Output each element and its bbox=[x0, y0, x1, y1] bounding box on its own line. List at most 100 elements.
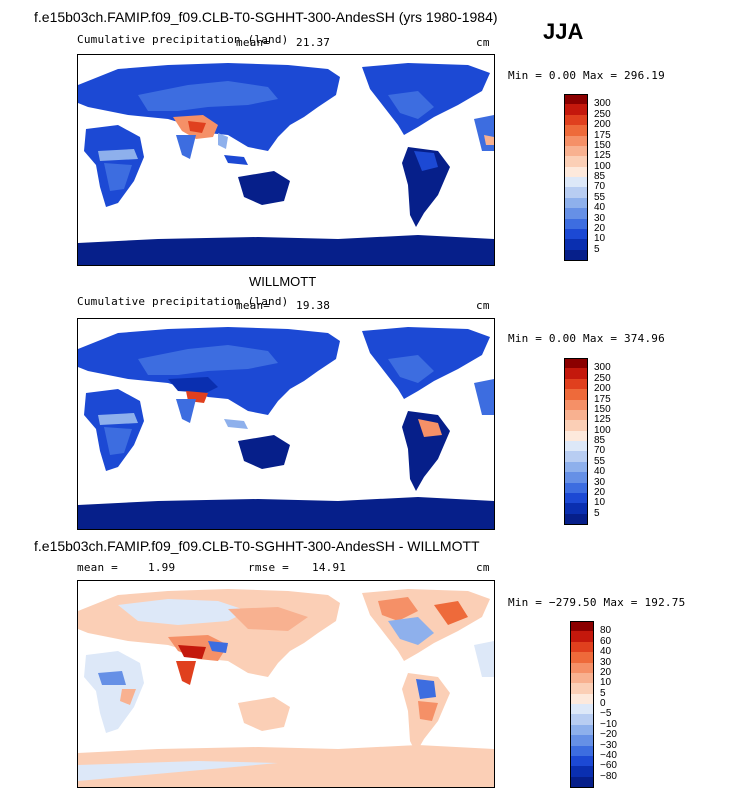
colorbar-swatch bbox=[564, 513, 588, 525]
panel1-colorbar-ticks: 300 250 200 175 150 125 100 85 70 55 40 30 20 10 5 bbox=[594, 94, 634, 260]
colorbar-tick-label: 60 bbox=[600, 635, 612, 647]
panel1-map-svg bbox=[78, 55, 494, 265]
panel1-mean-label: mean= bbox=[236, 36, 271, 49]
colorbar-tick-label: 30 bbox=[594, 476, 606, 488]
panel2-mean-label: mean= bbox=[236, 299, 271, 312]
panel2-label: Cumulative precipitation (land) bbox=[77, 295, 289, 308]
colorbar-swatch bbox=[564, 409, 588, 421]
colorbar-tick-label: 150 bbox=[594, 403, 611, 415]
colorbar-swatch bbox=[564, 389, 588, 400]
colorbar-swatch bbox=[564, 197, 588, 209]
colorbar-swatch bbox=[564, 228, 588, 240]
colorbar-swatch bbox=[570, 704, 594, 715]
colorbar-swatch bbox=[564, 492, 588, 504]
panel1-label: Cumulative precipitation (land) bbox=[77, 33, 289, 46]
colorbar-tick-label: −30 bbox=[600, 739, 617, 751]
panel1-minmax: Min = 0.00 Max = 296.19 bbox=[508, 69, 665, 82]
colorbar-tick-label: 0 bbox=[600, 698, 606, 709]
colorbar-tick-label: −10 bbox=[600, 718, 617, 730]
panel1-map bbox=[77, 54, 495, 266]
panel1-mean-value: 21.37 bbox=[296, 36, 331, 49]
colorbar-swatch bbox=[564, 430, 588, 442]
panel2-colorbar bbox=[564, 358, 588, 525]
colorbar-tick-label: 100 bbox=[594, 424, 611, 436]
figure-title: f.e15b03ch.FAMIP.f09_f09.CLB-T0-SGHHT-30… bbox=[34, 9, 498, 25]
colorbar-swatch bbox=[570, 662, 594, 674]
colorbar-swatch bbox=[564, 135, 588, 147]
colorbar-swatch bbox=[564, 187, 588, 199]
colorbar-swatch bbox=[570, 745, 594, 757]
colorbar-tick-label: 250 bbox=[594, 108, 611, 120]
colorbar-swatch bbox=[570, 683, 594, 695]
panel3-minmax: Min = −279.50 Max = 192.75 bbox=[508, 596, 686, 609]
panel3-mean-label: mean = bbox=[77, 561, 118, 574]
colorbar-swatch bbox=[564, 94, 588, 105]
season-label: JJA bbox=[543, 19, 584, 44]
colorbar-swatch bbox=[564, 208, 588, 219]
colorbar-swatch bbox=[564, 114, 588, 126]
colorbar-tick-label: 70 bbox=[594, 181, 606, 193]
colorbar-swatch bbox=[570, 724, 594, 736]
panel1-unit: cm bbox=[476, 36, 490, 49]
colorbar-tick-label: 20 bbox=[600, 666, 612, 678]
panel1-eurasia bbox=[78, 63, 340, 151]
colorbar-tick-label: 175 bbox=[594, 129, 611, 141]
colorbar-tick-label: −40 bbox=[600, 749, 617, 761]
colorbar-swatch bbox=[564, 156, 588, 168]
colorbar-tick-label: 30 bbox=[600, 656, 612, 668]
colorbar-swatch bbox=[570, 631, 594, 643]
colorbar-tick-label: −20 bbox=[600, 729, 617, 741]
colorbar-swatch bbox=[564, 249, 588, 261]
colorbar-tick-label: 40 bbox=[594, 466, 606, 478]
colorbar-swatch bbox=[570, 621, 594, 632]
colorbar-swatch bbox=[570, 776, 594, 788]
colorbar-tick-label: 85 bbox=[594, 171, 606, 182]
panel2-eurasia bbox=[78, 327, 340, 415]
colorbar-tick-label: 200 bbox=[594, 119, 611, 131]
colorbar-swatch bbox=[570, 766, 594, 778]
colorbar-tick-label: 125 bbox=[594, 150, 611, 162]
colorbar-swatch bbox=[564, 399, 588, 411]
colorbar-tick-label: 55 bbox=[594, 191, 606, 203]
panel2-unit: cm bbox=[476, 299, 490, 312]
colorbar-tick-label: 150 bbox=[594, 139, 611, 151]
colorbar-tick-label: 20 bbox=[594, 222, 606, 234]
colorbar-tick-label: 125 bbox=[594, 414, 611, 426]
colorbar-tick-label: 10 bbox=[594, 497, 606, 509]
colorbar-tick-label: 250 bbox=[594, 372, 611, 384]
colorbar-tick-label: 100 bbox=[594, 160, 611, 172]
panel3-colorbar bbox=[570, 621, 594, 788]
colorbar-swatch bbox=[564, 104, 588, 116]
colorbar-tick-label: 55 bbox=[594, 455, 606, 467]
panel3-map-svg bbox=[78, 581, 494, 787]
colorbar-tick-label: 300 bbox=[594, 98, 611, 110]
colorbar-tick-label: −60 bbox=[600, 760, 617, 772]
colorbar-swatch bbox=[564, 125, 588, 136]
panel1-colorbar bbox=[564, 94, 588, 261]
colorbar-tick-label: 10 bbox=[594, 233, 606, 245]
colorbar-swatch bbox=[570, 755, 594, 767]
colorbar-swatch bbox=[570, 652, 594, 663]
colorbar-swatch bbox=[564, 218, 588, 230]
colorbar-swatch bbox=[570, 714, 594, 726]
colorbar-swatch bbox=[564, 378, 588, 390]
colorbar-tick-label: 5 bbox=[600, 687, 606, 699]
colorbar-swatch bbox=[564, 177, 588, 188]
colorbar-swatch bbox=[564, 451, 588, 463]
colorbar-tick-label: 85 bbox=[594, 435, 606, 446]
colorbar-swatch bbox=[564, 461, 588, 473]
panel3-rmse-value: 14.91 bbox=[312, 561, 347, 574]
colorbar-tick-label: −5 bbox=[600, 708, 612, 720]
colorbar-tick-label: 175 bbox=[594, 393, 611, 405]
colorbar-tick-label: 10 bbox=[600, 677, 612, 689]
colorbar-swatch bbox=[564, 472, 588, 483]
colorbar-tick-label: 300 bbox=[594, 362, 611, 374]
colorbar-swatch bbox=[564, 358, 588, 369]
colorbar-tick-label: 200 bbox=[594, 383, 611, 395]
panel2-mean-value: 19.38 bbox=[296, 299, 331, 312]
panel3-map bbox=[77, 580, 495, 788]
panel2-map bbox=[77, 318, 495, 530]
colorbar-tick-label: 5 bbox=[594, 507, 600, 519]
colorbar-swatch bbox=[564, 482, 588, 494]
colorbar-tick-label: 5 bbox=[594, 243, 600, 255]
